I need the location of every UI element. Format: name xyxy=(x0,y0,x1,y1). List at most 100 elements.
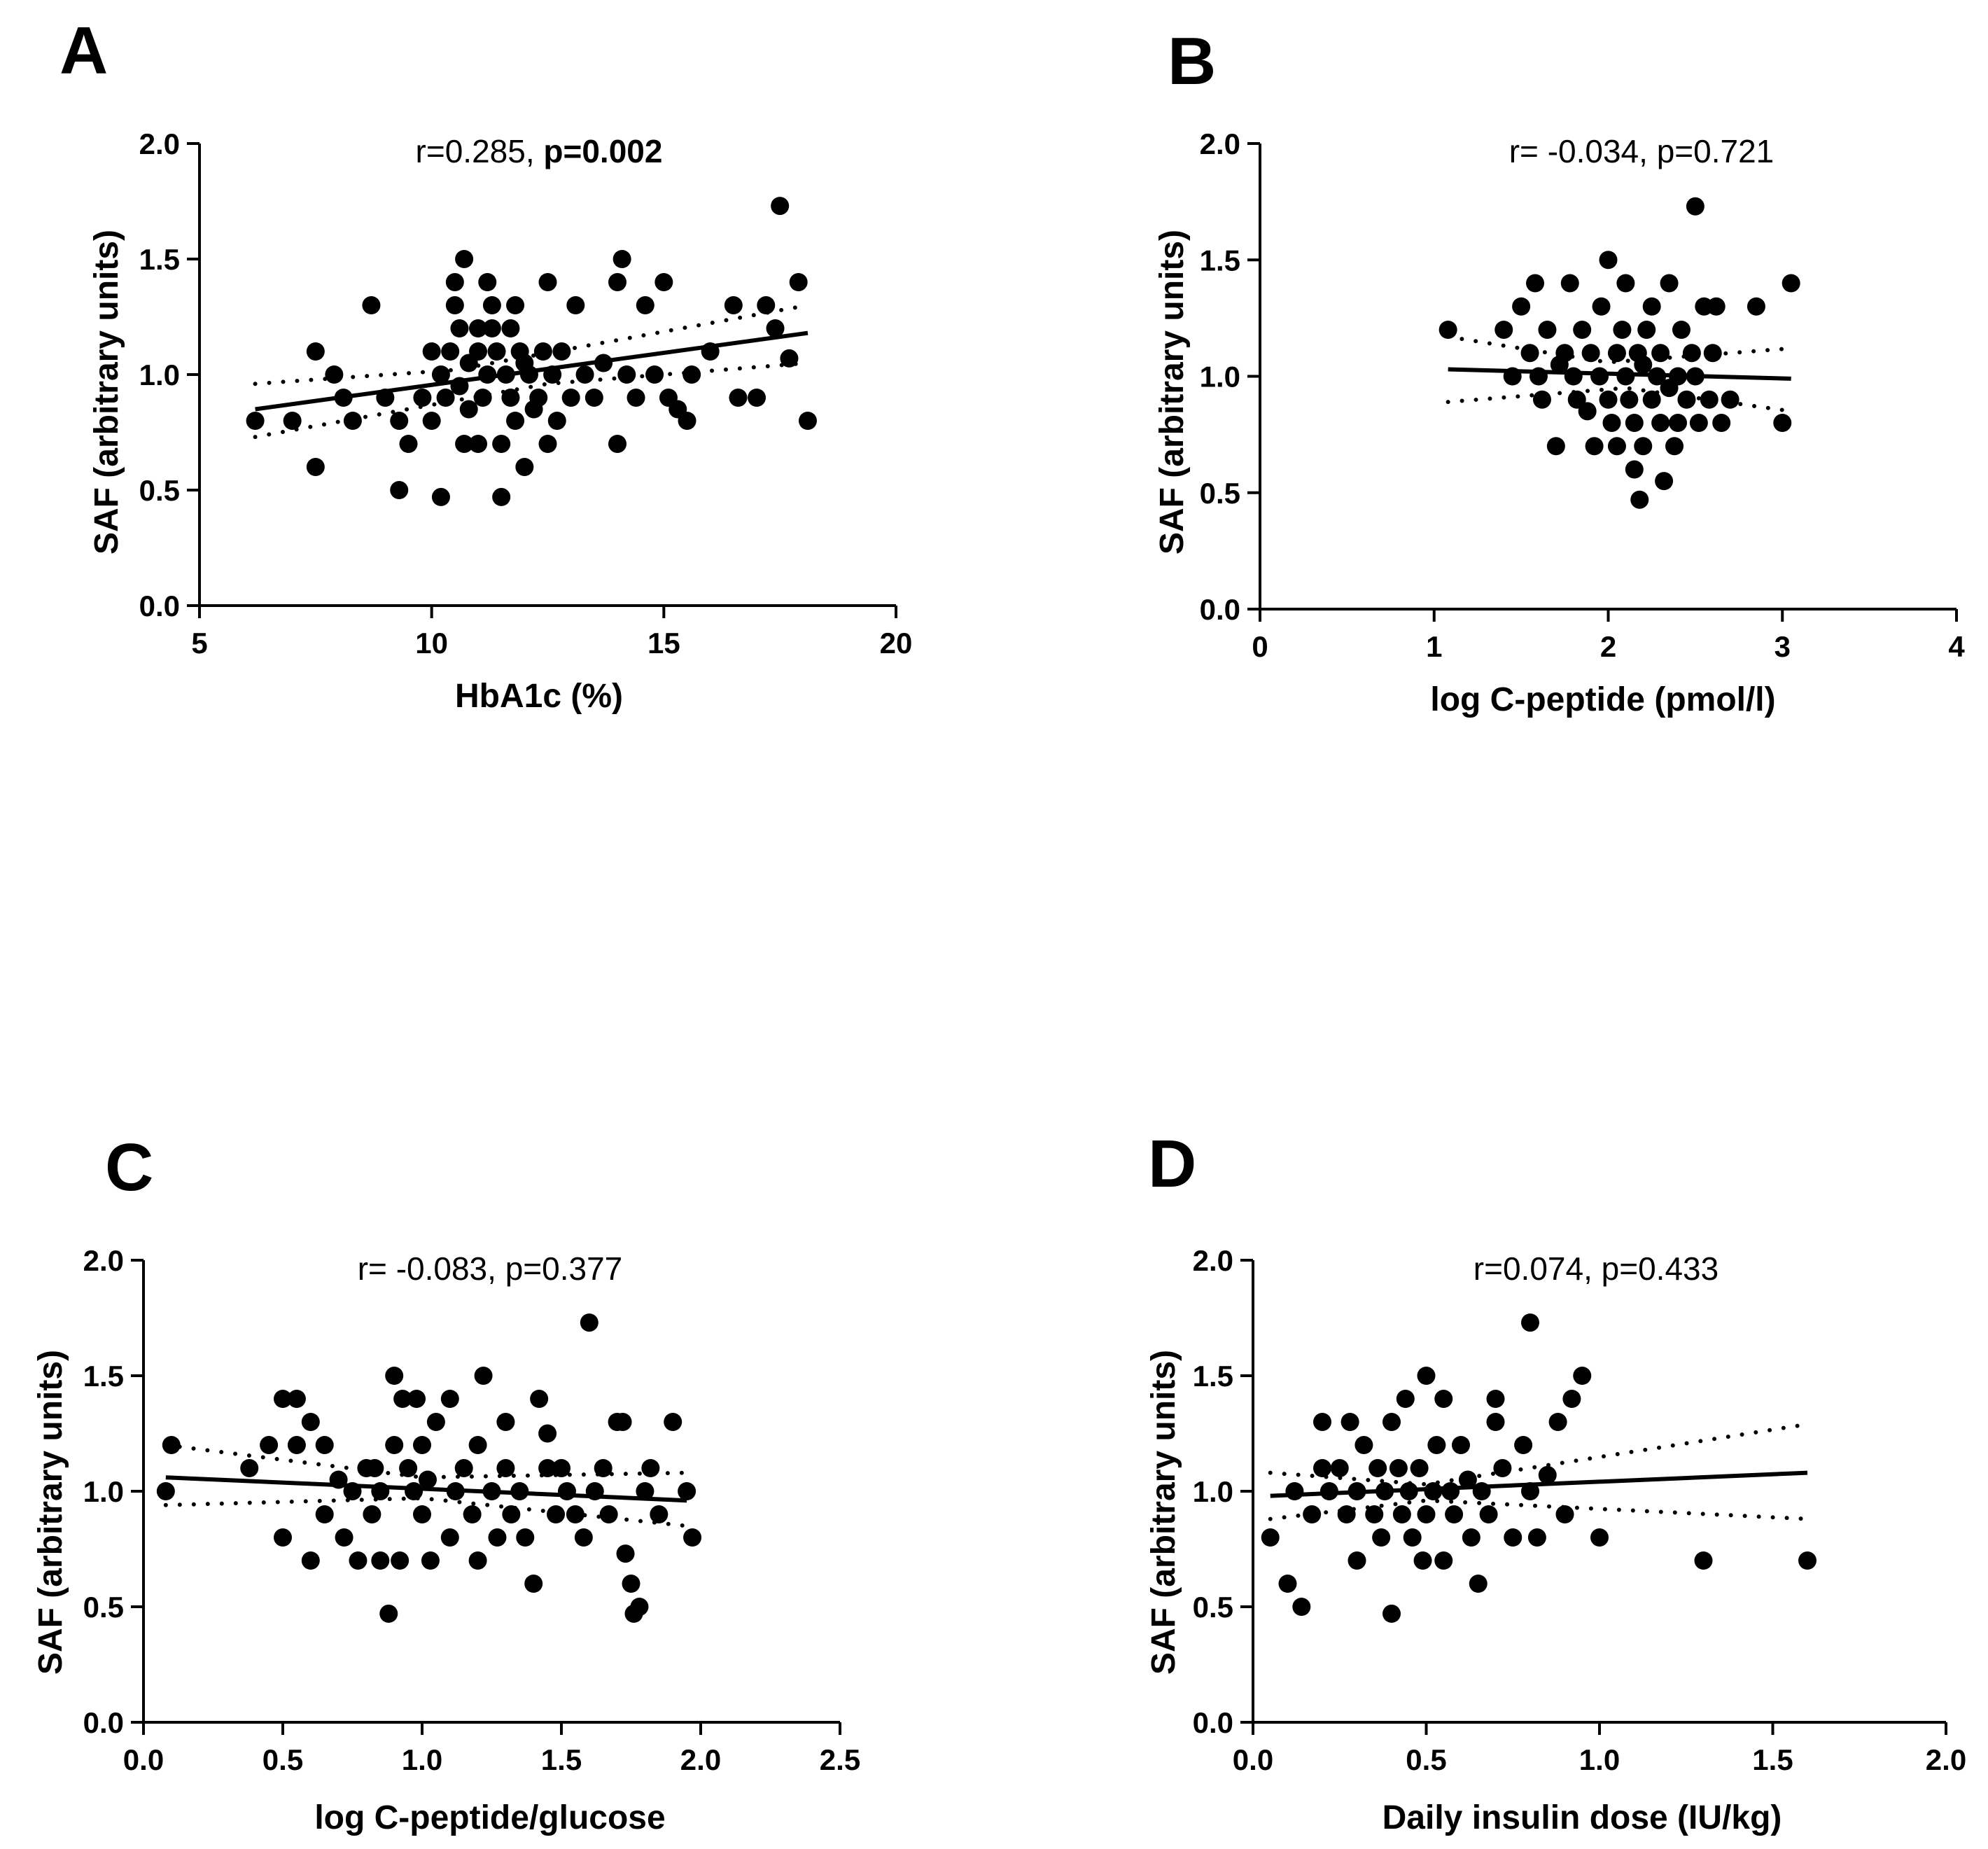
data-point-d xyxy=(1313,1459,1331,1477)
regression-line-b xyxy=(1448,367,1791,381)
data-point-c xyxy=(683,1528,702,1547)
data-point-b xyxy=(1651,414,1670,432)
data-point-d xyxy=(1469,1575,1488,1593)
data-point-c xyxy=(363,1505,382,1523)
data-point-a xyxy=(608,273,626,291)
data-point-c xyxy=(162,1436,181,1454)
data-point-a xyxy=(431,365,450,384)
data-point-b xyxy=(1625,460,1644,479)
y-tick-label-d: 2.0 xyxy=(1193,1244,1233,1277)
data-point-c xyxy=(315,1505,334,1523)
data-point-c xyxy=(613,1413,632,1431)
data-point-d xyxy=(1573,1367,1592,1385)
data-point-a xyxy=(422,412,441,430)
data-point-a xyxy=(390,481,409,499)
data-point-b xyxy=(1602,414,1621,432)
data-point-b xyxy=(1773,414,1792,432)
x-tick-label-b: 0 xyxy=(1252,630,1268,663)
data-point-a xyxy=(538,435,557,453)
data-point-c xyxy=(552,1459,570,1477)
x-tick-label-d: 0.5 xyxy=(1406,1743,1446,1776)
data-point-d xyxy=(1382,1604,1401,1623)
stat-r-d: r=0.074, xyxy=(1474,1250,1602,1287)
data-point-d xyxy=(1417,1505,1436,1523)
data-point-a xyxy=(626,389,645,407)
y-tick-label-b: 1.0 xyxy=(1200,361,1240,393)
ci-upper-b xyxy=(1446,334,1793,365)
data-point-a xyxy=(612,250,631,268)
data-point-b xyxy=(1616,367,1635,386)
data-point-a xyxy=(436,389,455,407)
data-point-b xyxy=(1560,274,1579,293)
data-point-a xyxy=(584,389,603,407)
plot-area-a: 5 10 15 20 0.0 0.5 1.0 1.5 2.0 xyxy=(139,127,913,660)
data-point-d xyxy=(1348,1551,1366,1570)
data-point-a xyxy=(306,458,325,476)
y-tick-label-b: 2.0 xyxy=(1200,127,1240,160)
data-point-c xyxy=(301,1551,320,1570)
y-tick-label-c: 1.0 xyxy=(83,1475,124,1508)
data-point-a xyxy=(455,250,474,268)
data-point-d xyxy=(1694,1551,1713,1570)
data-point-c xyxy=(488,1528,507,1547)
data-point-d xyxy=(1798,1551,1816,1570)
data-point-a xyxy=(645,365,664,384)
data-point-a xyxy=(325,365,344,384)
x-axis-title-a: HbA1c (%) xyxy=(455,678,623,715)
panel-letter-b: B xyxy=(1168,24,1216,99)
ci-lower-b xyxy=(1446,386,1793,414)
data-point-d xyxy=(1368,1459,1387,1477)
data-point-b xyxy=(1689,414,1708,432)
data-point-a xyxy=(246,412,265,430)
data-point-a xyxy=(469,435,487,453)
data-point-d xyxy=(1452,1436,1470,1454)
data-point-b xyxy=(1607,344,1626,363)
data-point-a xyxy=(798,412,817,430)
data-point-c xyxy=(440,1390,459,1408)
data-point-c xyxy=(616,1544,635,1563)
x-tick-label-b: 4 xyxy=(1948,630,1965,663)
data-point-a xyxy=(445,296,464,314)
data-point-d xyxy=(1285,1482,1304,1500)
data-point-b xyxy=(1634,437,1653,456)
data-point-d xyxy=(1562,1390,1581,1408)
data-point-b xyxy=(1590,367,1609,386)
data-point-a xyxy=(431,487,450,506)
data-point-a xyxy=(469,319,487,337)
x-tick-label-b: 2 xyxy=(1600,630,1616,663)
data-point-b xyxy=(1637,321,1656,339)
data-point-d xyxy=(1527,1528,1546,1547)
data-point-b xyxy=(1746,297,1765,316)
data-point-d xyxy=(1337,1505,1356,1523)
data-point-c xyxy=(301,1413,320,1431)
data-point-c xyxy=(407,1390,426,1408)
data-point-c xyxy=(538,1459,557,1477)
y-tick-label-b: 0.5 xyxy=(1200,477,1240,510)
data-point-c xyxy=(599,1505,618,1523)
data-point-a xyxy=(399,435,418,453)
data-point-b xyxy=(1642,297,1661,316)
y-tick-label-d: 0.5 xyxy=(1193,1591,1233,1624)
data-point-c xyxy=(413,1436,431,1454)
data-point-c xyxy=(421,1551,440,1570)
panel-letter-a: A xyxy=(59,13,108,88)
data-point-d xyxy=(1417,1367,1436,1385)
y-tick-label-a: 1.0 xyxy=(139,358,180,391)
data-point-c xyxy=(454,1459,473,1477)
data-point-c xyxy=(391,1551,410,1570)
data-point-c xyxy=(287,1436,306,1454)
data-point-c xyxy=(385,1436,404,1454)
data-point-c xyxy=(496,1459,515,1477)
data-point-d xyxy=(1514,1436,1533,1454)
data-point-b xyxy=(1538,321,1557,339)
regression-line-c xyxy=(165,1475,687,1503)
data-point-d xyxy=(1445,1505,1464,1523)
data-point-c xyxy=(580,1313,598,1332)
x-tick-label-a: 10 xyxy=(415,627,448,660)
data-point-c xyxy=(502,1505,521,1523)
x-tick-label-a: 20 xyxy=(880,627,913,660)
data-point-a xyxy=(362,296,381,314)
x-axis-title-c: log C-peptide/glucose xyxy=(314,1799,665,1836)
data-point-c xyxy=(557,1482,576,1500)
data-point-a xyxy=(473,389,492,407)
